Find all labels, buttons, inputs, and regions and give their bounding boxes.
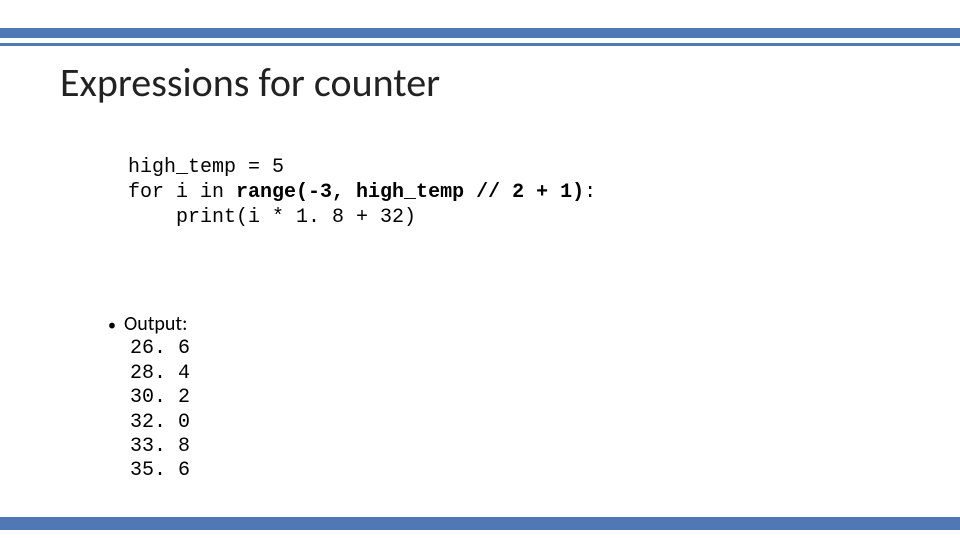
bottom-band — [0, 517, 960, 530]
output-values: 26. 6 28. 4 30. 2 32. 0 33. 8 35. 6 — [130, 337, 190, 483]
output-line-2: 30. 2 — [130, 386, 190, 409]
top-thin-line — [0, 43, 960, 46]
output-section: • Output: 26. 6 28. 4 30. 2 32. 0 33. 8 … — [108, 312, 190, 484]
top-band — [0, 28, 960, 38]
output-line-1: 28. 4 — [130, 362, 190, 385]
output-line-3: 32. 0 — [130, 411, 190, 434]
bullet-icon: • — [108, 316, 116, 336]
code-line-2-pre: for i in — [128, 181, 236, 204]
code-line-3: print(i * 1. 8 + 32) — [128, 206, 416, 229]
code-line-1: high_temp = 5 — [128, 156, 284, 179]
output-line-0: 26. 6 — [130, 337, 190, 360]
output-bullet-row: • Output: — [108, 312, 190, 336]
output-line-5: 35. 6 — [130, 459, 190, 482]
code-line-2-post: : — [584, 181, 596, 204]
code-line-2-bold: range(-3, high_temp // 2 + 1) — [236, 181, 584, 204]
output-label: Output: — [124, 312, 188, 336]
slide-title: Expressions for counter — [60, 58, 440, 107]
output-line-4: 33. 8 — [130, 435, 190, 458]
slide: Expressions for counter high_temp = 5 fo… — [0, 0, 960, 540]
code-block: high_temp = 5 for i in range(-3, high_te… — [128, 155, 596, 230]
